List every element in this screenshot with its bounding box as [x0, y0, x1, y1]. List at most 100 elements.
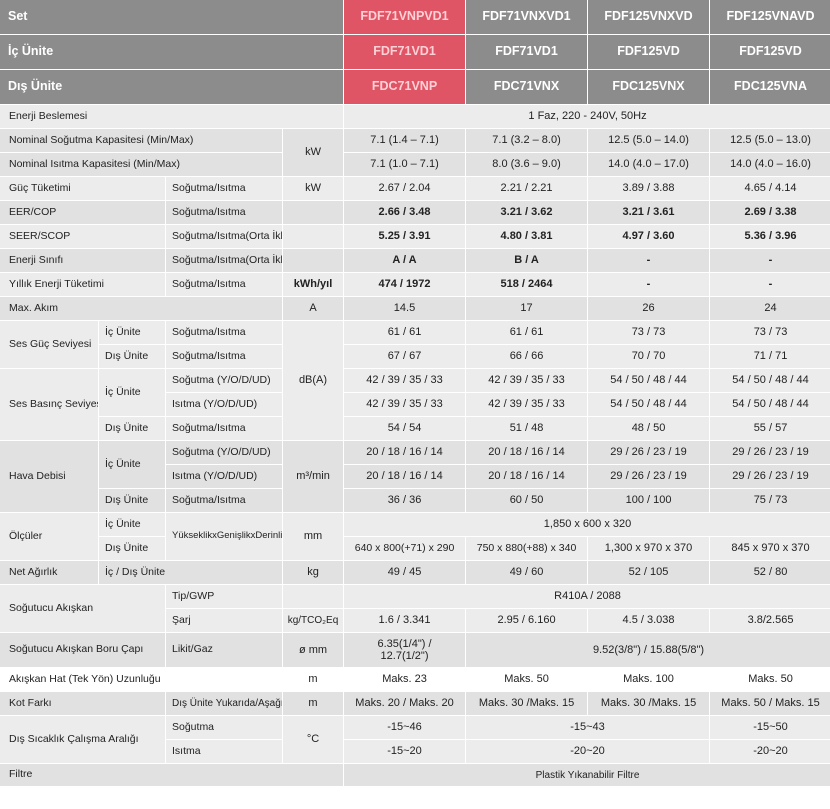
value-cell: B / A	[466, 249, 588, 272]
value-cell: 54 / 50 / 48 / 44	[710, 393, 830, 416]
value-cell: 73 / 73	[710, 321, 830, 344]
value-cell: 2.69 / 3.38	[710, 201, 830, 224]
value-cell: 7.1 (1.0 – 7.1)	[344, 153, 466, 176]
value-cell: 2.21 / 2.21	[466, 177, 588, 200]
value-cell: 61 / 61	[466, 321, 588, 344]
value-cell: 42 / 39 / 35 / 33	[466, 369, 588, 392]
value-tip-gwp: R410A / 2088	[344, 585, 830, 608]
value-cell: 3.8/2.565	[710, 609, 830, 632]
header-model: FDF125VD	[588, 35, 710, 69]
value-cell: 20 / 18 / 16 / 14	[344, 465, 466, 488]
value-cell: -	[588, 273, 710, 296]
value-cell: 12.5 (5.0 – 14.0)	[588, 129, 710, 152]
sub-label-dis-unite: Dış Ünite	[99, 489, 165, 512]
sub-label-dis-unite-yukarida: Dış Ünite Yukarıda/Aşağıda	[166, 692, 282, 715]
row-label-ses-guc: Ses Güç Seviyesi	[0, 321, 98, 368]
sub-label-sarj: Şarj	[166, 609, 282, 632]
spec-table: Set FDF71VNPVD1 FDF71VNXVD1 FDF125VNXVD …	[0, 0, 830, 786]
value-cell: Maks. 50 / Maks. 15	[710, 692, 830, 715]
value-cell: 3.21 / 3.61	[588, 201, 710, 224]
unit-m: m	[283, 692, 344, 715]
value-cell: 73 / 73	[588, 321, 710, 344]
value-cell: 518 / 2464	[466, 273, 588, 296]
value-cell: 29 / 26 / 23 / 19	[588, 441, 710, 464]
header-label-ic-unite: İç Ünite	[0, 35, 344, 69]
sub-label-ygd: YükseklikxGenişlikxDerinlik	[166, 513, 282, 560]
value-cell: 8.0 (3.6 – 9.0)	[466, 153, 588, 176]
sub-label-ic-dis-unite: İç / Dış Ünite	[99, 561, 282, 584]
sub-label-sogutma: Soğutma	[166, 716, 282, 739]
sub-label-sogutma-isitma: Soğutma/Isıtma	[166, 345, 282, 368]
header-model: FDF71VD1	[344, 35, 466, 69]
value-cell: 7.1 (1.4 – 7.1)	[344, 129, 466, 152]
row-label-nominal-isitma: Nominal Isıtma Kapasitesi (Min/Max)	[0, 153, 282, 176]
value-cell: 24	[710, 297, 830, 320]
row-label-hava-debisi: Hava Debisi	[0, 441, 98, 512]
unit-o-mm: ø mm	[283, 633, 344, 667]
row-label-boru-capi: Soğutucu Akışkan Boru Çapı	[0, 633, 165, 667]
value-cell: -	[710, 249, 830, 272]
value-cell: 52 / 80	[710, 561, 830, 584]
value-cell: Maks. 100	[588, 668, 710, 691]
value-cell: -15~50	[710, 716, 830, 739]
sub-label-likit-gaz: Likit/Gaz	[166, 633, 282, 667]
unit-kw: kW	[283, 129, 344, 176]
unit-kw: kW	[283, 177, 344, 200]
header-model: FDF125VNAVD	[710, 0, 830, 34]
header-model: FDF125VNXVD	[588, 0, 710, 34]
row-label-filtre: Filtre	[0, 764, 344, 786]
sub-label-sogutma-isitma: Soğutma/Isıtma	[166, 321, 282, 344]
row-label-guc-tuketimi: Güç Tüketimi	[0, 177, 165, 200]
value-cell: 54 / 50 / 48 / 44	[710, 369, 830, 392]
header-label-set: Set	[0, 0, 344, 34]
value-cell: -	[710, 273, 830, 296]
sub-label-ic-unite: İç Ünite	[99, 513, 165, 536]
header-row-set: Set FDF71VNPVD1 FDF71VNXVD1 FDF125VNXVD …	[0, 0, 830, 34]
value-cell: 55 / 57	[710, 417, 830, 440]
value-cell: 29 / 26 / 23 / 19	[588, 465, 710, 488]
value-boru-first-line2: 12.7(1/2")	[380, 650, 429, 662]
sub-label-sogutma-isitma: Soğutma/Isıtma	[166, 273, 282, 296]
value-cell: 54 / 50 / 48 / 44	[588, 369, 710, 392]
value-cell: 3.89 / 3.88	[588, 177, 710, 200]
sub-label-isitma: Isıtma	[166, 740, 282, 763]
value-cell: 70 / 70	[588, 345, 710, 368]
value-cell: -15~43	[466, 716, 710, 739]
sub-label-sogutma-youd: Soğutma (Y/O/D/UD)	[166, 441, 282, 464]
value-cell: 42 / 39 / 35 / 33	[344, 393, 466, 416]
row-label-kot-farki: Kot Farkı	[0, 692, 165, 715]
unit-dba: dB(A)	[283, 321, 344, 440]
sub-label-sogutma-isitma: Soğutma/Isıtma	[166, 177, 282, 200]
unit-empty	[283, 201, 344, 224]
value-cell: 7.1 (3.2 – 8.0)	[466, 129, 588, 152]
row-label-seer-scop: SEER/SCOP	[0, 225, 165, 248]
value-cell: 4.65 / 4.14	[710, 177, 830, 200]
value-cell: 750 x 880(+88) x 340	[466, 537, 588, 560]
value-cell: 100 / 100	[588, 489, 710, 512]
value-cell: 4.97 / 3.60	[588, 225, 710, 248]
value-cell: 14.5	[344, 297, 466, 320]
sub-label-sogutma-youd: Soğutma (Y/O/D/UD)	[166, 369, 282, 392]
value-cell: 12.5 (5.0 – 13.0)	[710, 129, 830, 152]
unit-a: A	[283, 297, 344, 320]
value-cell: -	[588, 249, 710, 272]
unit-empty	[283, 225, 344, 248]
value-cell: -20~20	[466, 740, 710, 763]
value-cell: 3.21 / 3.62	[466, 201, 588, 224]
sub-label-ic-unite: İç Ünite	[99, 321, 165, 344]
value-cell: 2.67 / 2.04	[344, 177, 466, 200]
sub-label-isitma-youd: Isıtma (Y/O/D/UD)	[166, 393, 282, 416]
header-row-dis-unite: Dış Ünite FDC71VNP FDC71VNX FDC125VNX FD…	[0, 70, 830, 104]
value-cell: 1.6 / 3.341	[344, 609, 466, 632]
value-cell: 20 / 18 / 16 / 14	[466, 441, 588, 464]
value-cell: 75 / 73	[710, 489, 830, 512]
sub-label-ic-unite: İç Ünite	[99, 441, 165, 488]
row-label-eer-cop: EER/COP	[0, 201, 165, 224]
value-cell: 14.0 (4.0 – 17.0)	[588, 153, 710, 176]
sub-label-sogutma-isitma: Soğutma/Isıtma	[166, 417, 282, 440]
value-cell: Maks. 30 /Maks. 15	[588, 692, 710, 715]
value-boru-first: 6.35(1/4") / 12.7(1/2")	[344, 633, 466, 667]
value-cell: 49 / 45	[344, 561, 466, 584]
value-cell: 1,300 x 970 x 370	[588, 537, 710, 560]
unit-kwh-yil: kWh/yıl	[283, 273, 344, 296]
